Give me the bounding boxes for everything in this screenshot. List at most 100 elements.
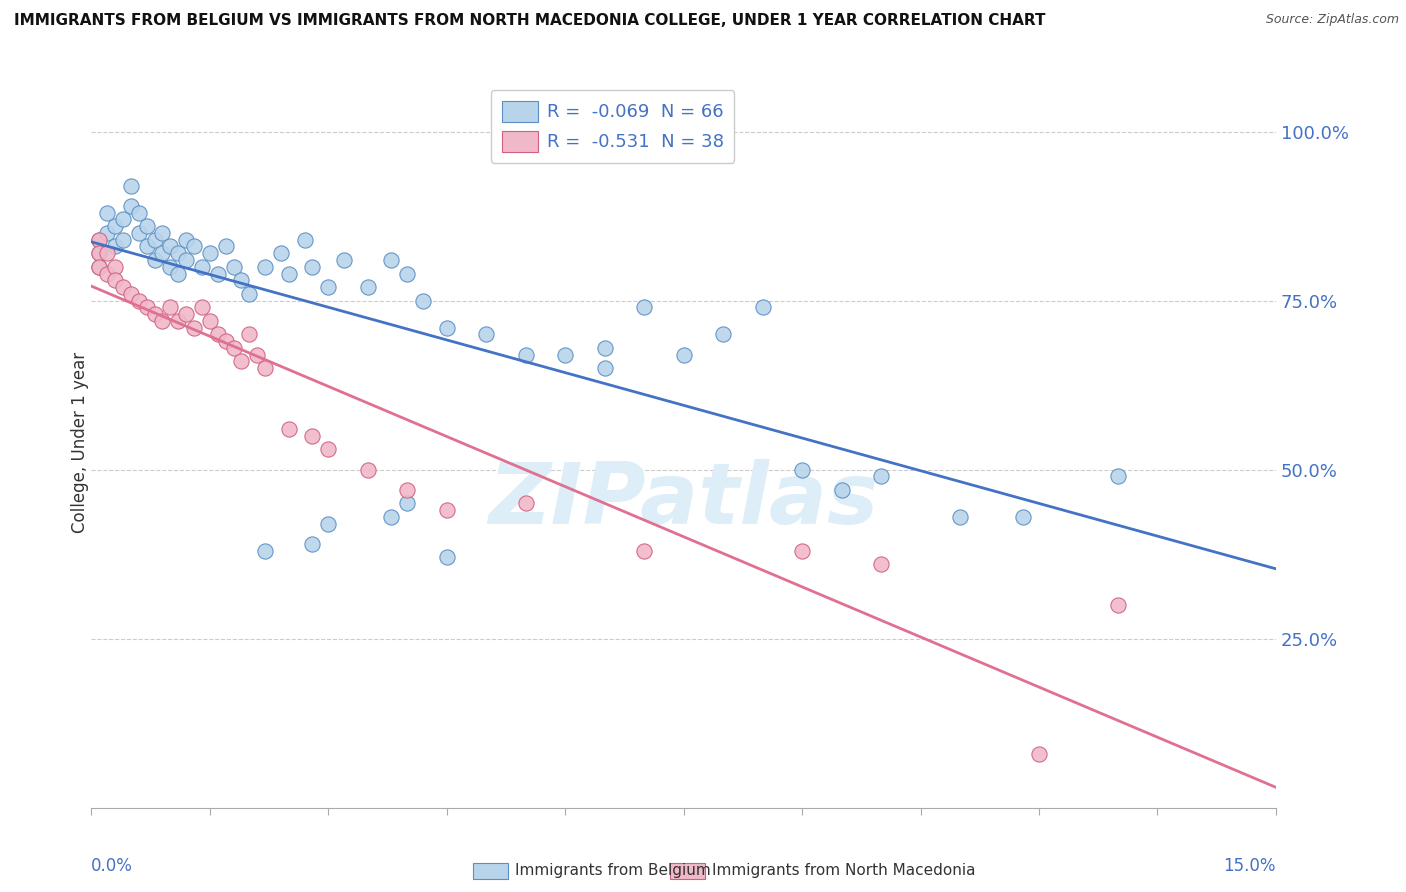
Point [357, 280, 380, 294]
Point [593, 361, 616, 376]
Point [711, 327, 734, 342]
Point [436, 550, 458, 565]
Point [135, 301, 157, 315]
Text: ZIPatlas: ZIPatlas [488, 459, 879, 542]
Point [128, 226, 150, 240]
Point [412, 293, 434, 308]
Text: Source: ZipAtlas.com: Source: ZipAtlas.com [1265, 13, 1399, 27]
Point [831, 483, 853, 497]
Point [222, 260, 245, 274]
Point [104, 219, 127, 234]
Point [222, 341, 245, 355]
Point [316, 442, 339, 457]
Point [89, 260, 111, 274]
Point [191, 260, 214, 274]
Point [333, 252, 356, 267]
Point [174, 307, 197, 321]
Point [104, 273, 127, 287]
Point [111, 233, 134, 247]
Point [111, 280, 134, 294]
Point [143, 252, 166, 267]
Point [380, 252, 402, 267]
Point [183, 239, 205, 253]
Point [357, 462, 380, 476]
Point [515, 348, 537, 362]
Point [238, 327, 260, 342]
Point [1028, 747, 1050, 761]
Point [436, 503, 458, 517]
Point [436, 320, 458, 334]
Point [191, 301, 214, 315]
Point [949, 509, 972, 524]
Legend: R =  -0.069  N = 66, R =  -0.531  N = 38: R = -0.069 N = 66, R = -0.531 N = 38 [491, 90, 734, 162]
Point [143, 307, 166, 321]
Point [207, 327, 229, 342]
Point [120, 286, 142, 301]
Point [96, 246, 118, 260]
Point [515, 496, 537, 510]
Point [790, 462, 813, 476]
Point [128, 205, 150, 219]
Point [152, 246, 174, 260]
Point [135, 219, 157, 234]
Point [316, 280, 339, 294]
Point [254, 361, 277, 376]
Point [96, 267, 118, 281]
Point [790, 543, 813, 558]
Point [301, 537, 323, 551]
Point [1012, 509, 1035, 524]
Point [104, 239, 127, 253]
Point [167, 246, 190, 260]
Point [198, 246, 221, 260]
Point [167, 267, 190, 281]
Point [120, 178, 142, 193]
Point [231, 273, 253, 287]
Point [159, 239, 181, 253]
Point [89, 233, 111, 247]
Point [89, 246, 111, 260]
Point [135, 239, 157, 253]
Point [870, 558, 893, 572]
Point [159, 260, 181, 274]
Point [301, 429, 323, 443]
Y-axis label: College, Under 1 year: College, Under 1 year [72, 352, 89, 533]
Point [301, 260, 323, 274]
Text: Immigrants from North Macedonia: Immigrants from North Macedonia [711, 863, 976, 879]
Point [89, 233, 111, 247]
Point [254, 543, 277, 558]
Point [1107, 598, 1129, 612]
Point [672, 348, 695, 362]
Point [270, 246, 292, 260]
Text: 0.0%: 0.0% [91, 856, 134, 875]
Point [159, 301, 181, 315]
Point [277, 267, 299, 281]
Point [143, 233, 166, 247]
Point [207, 267, 229, 281]
Point [396, 267, 419, 281]
Point [593, 341, 616, 355]
Point [254, 260, 277, 274]
Point [294, 233, 316, 247]
Point [104, 260, 127, 274]
Point [167, 314, 190, 328]
Point [198, 314, 221, 328]
Point [214, 239, 236, 253]
Point [316, 516, 339, 531]
Point [89, 246, 111, 260]
Point [475, 327, 498, 342]
Point [870, 469, 893, 483]
Point [96, 226, 118, 240]
Text: Immigrants from Belgium: Immigrants from Belgium [515, 863, 710, 879]
Point [246, 348, 269, 362]
Point [633, 543, 655, 558]
Point [111, 212, 134, 227]
Point [120, 199, 142, 213]
Point [277, 422, 299, 436]
Point [396, 496, 419, 510]
Point [183, 320, 205, 334]
Point [89, 260, 111, 274]
Point [396, 483, 419, 497]
Point [128, 293, 150, 308]
Point [174, 252, 197, 267]
Point [152, 226, 174, 240]
